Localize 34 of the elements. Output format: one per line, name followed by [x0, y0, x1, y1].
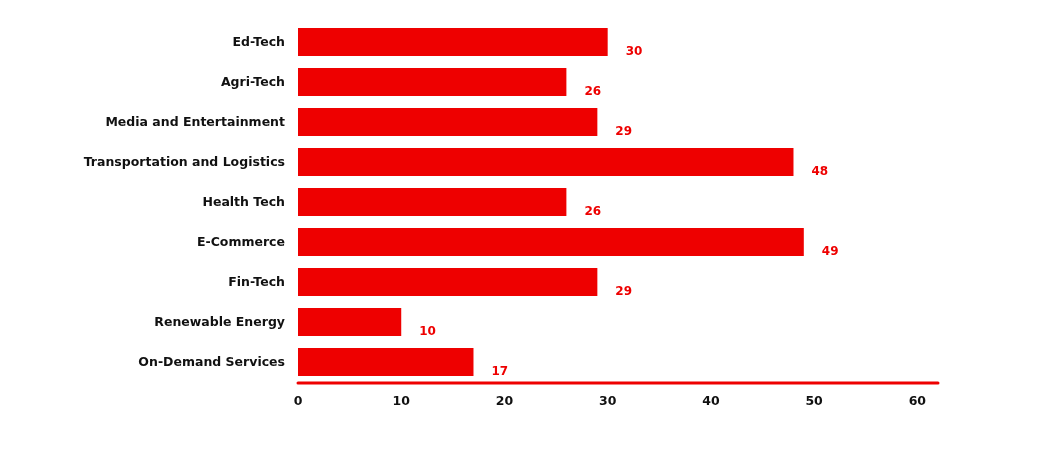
y-tick-label: E-Commerce	[196, 233, 285, 249]
data-label: 49	[821, 243, 839, 258]
x-tick-label: 20	[495, 393, 514, 408]
data-label: 30	[625, 43, 643, 58]
y-tick-label: Health Tech	[202, 193, 285, 209]
data-label: 26	[584, 203, 602, 218]
data-label: 29	[615, 283, 633, 298]
bar	[298, 228, 804, 256]
bar	[298, 148, 794, 176]
y-tick-label: Media and Entertainment	[105, 113, 286, 129]
y-tick-label: On-Demand Services	[138, 353, 285, 369]
bar	[298, 188, 567, 216]
data-label: 17	[491, 363, 509, 378]
bar	[298, 268, 598, 296]
data-label: 48	[811, 163, 829, 178]
x-tick-label: 60	[908, 393, 927, 408]
data-label: 10	[419, 323, 436, 338]
y-tick-label: Renewable Energy	[154, 313, 285, 329]
bar	[298, 348, 474, 376]
y-tick-label: Agri-Tech	[220, 73, 285, 89]
y-tick-label: Fin-Tech	[228, 273, 285, 289]
x-tick-label: 50	[805, 393, 824, 408]
y-tick-label: Ed-Tech	[232, 33, 285, 49]
bar	[298, 308, 402, 336]
x-tick-label: 10	[392, 393, 411, 408]
data-label: 26	[584, 83, 602, 98]
data-label: 29	[615, 123, 633, 138]
x-tick-label: 30	[598, 393, 617, 408]
bar	[298, 108, 598, 136]
y-tick-label: Transportation and Logistics	[83, 153, 285, 169]
bar	[298, 28, 608, 56]
bar	[298, 68, 567, 96]
x-tick-label: 0	[293, 393, 303, 408]
x-tick-label: 40	[702, 393, 720, 408]
